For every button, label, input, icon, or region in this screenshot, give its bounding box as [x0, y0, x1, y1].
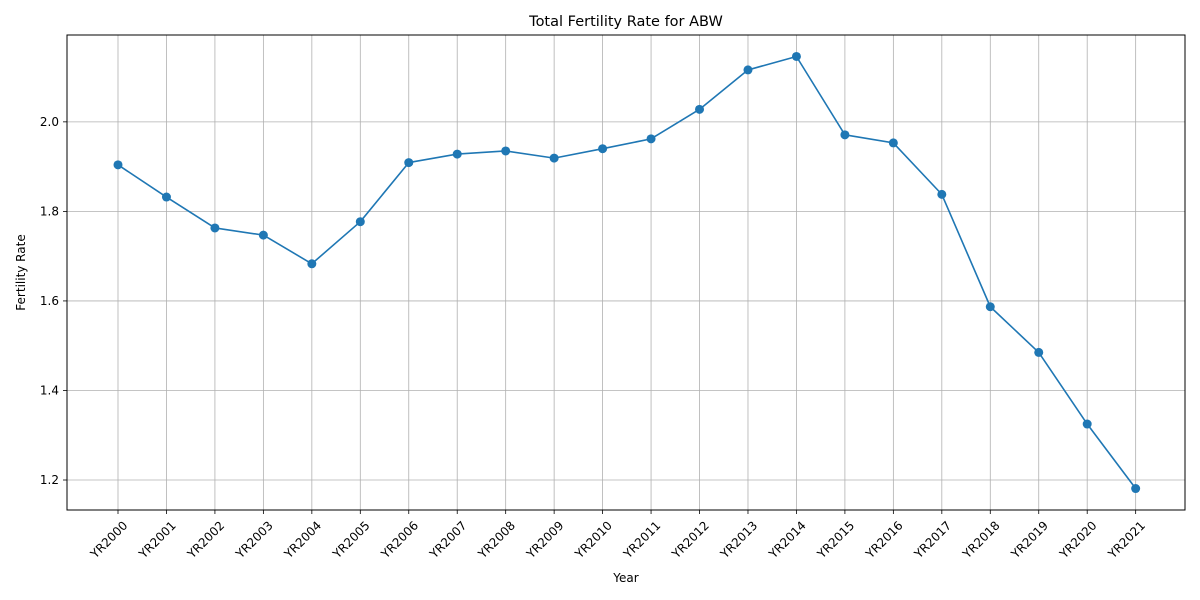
plot-frame	[66, 34, 1186, 511]
series-layer	[113, 51, 1141, 494]
y-tick-label: 1.6	[40, 294, 59, 308]
y-tick-label: 2.0	[40, 115, 59, 129]
x-tick-label: YR2000	[87, 518, 130, 561]
x-tick-label: YR2010	[572, 518, 615, 561]
data-point	[113, 160, 123, 170]
x-tick-label: YR2002	[184, 518, 227, 561]
data-point	[258, 230, 268, 240]
data-point	[355, 217, 365, 227]
x-tick-label: YR2007	[426, 518, 469, 561]
data-point	[598, 144, 608, 154]
data-point	[1131, 484, 1141, 494]
x-tick-label: YR2003	[232, 518, 275, 561]
x-axis-label: Year	[612, 571, 638, 585]
x-tick-label: YR2005	[329, 518, 372, 561]
data-point	[840, 130, 850, 140]
data-point	[404, 158, 414, 168]
data-point	[695, 104, 705, 114]
x-tick-label: YR2020	[1056, 518, 1099, 561]
chart-title: Total Fertility Rate for ABW	[528, 14, 723, 30]
x-tick-label: YR2013	[717, 518, 760, 561]
x-tick-label: YR2016	[862, 518, 905, 561]
x-tick-label: YR2018	[959, 518, 1002, 561]
data-point	[791, 51, 801, 61]
data-point	[743, 65, 753, 75]
x-tick-label: YR2021	[1105, 518, 1148, 561]
y-tick-label: 1.4	[40, 383, 59, 397]
x-tick-label: YR2004	[281, 518, 324, 561]
x-tick-label: YR2012	[669, 518, 712, 561]
axis-ticks: YR2000 YR2001 YR2002 YR2003 YR2004 YR2005 YR20…	[40, 115, 1148, 562]
data-point	[1082, 419, 1092, 429]
data-point	[888, 138, 898, 148]
x-tick-label: YR2009	[523, 518, 566, 561]
data-point	[501, 146, 511, 156]
data-point	[307, 259, 317, 269]
data-point	[452, 149, 462, 159]
data-point	[210, 223, 220, 233]
data-point	[937, 189, 947, 199]
plot-area-border	[66, 34, 1186, 511]
x-tick-label: YR2006	[378, 518, 421, 561]
x-tick-label: YR2015	[814, 518, 857, 561]
x-tick-label: YR2017	[911, 518, 954, 561]
data-point	[985, 302, 995, 312]
series-line	[117, 55, 1137, 489]
y-tick-label: 1.2	[40, 473, 59, 487]
data-point	[549, 153, 559, 163]
data-point	[1034, 347, 1044, 357]
x-tick-label: YR2014	[765, 518, 808, 561]
x-tick-label: YR2008	[475, 518, 518, 561]
x-tick-label: YR2011	[620, 518, 663, 561]
data-point	[161, 192, 171, 202]
y-axis-label: Fertility Rate	[14, 234, 28, 310]
x-tick-label: YR2019	[1008, 518, 1051, 561]
x-tick-label: YR2001	[136, 518, 179, 561]
grid-layer	[67, 35, 1185, 510]
data-point	[646, 134, 656, 144]
y-tick-label: 1.8	[40, 204, 59, 218]
